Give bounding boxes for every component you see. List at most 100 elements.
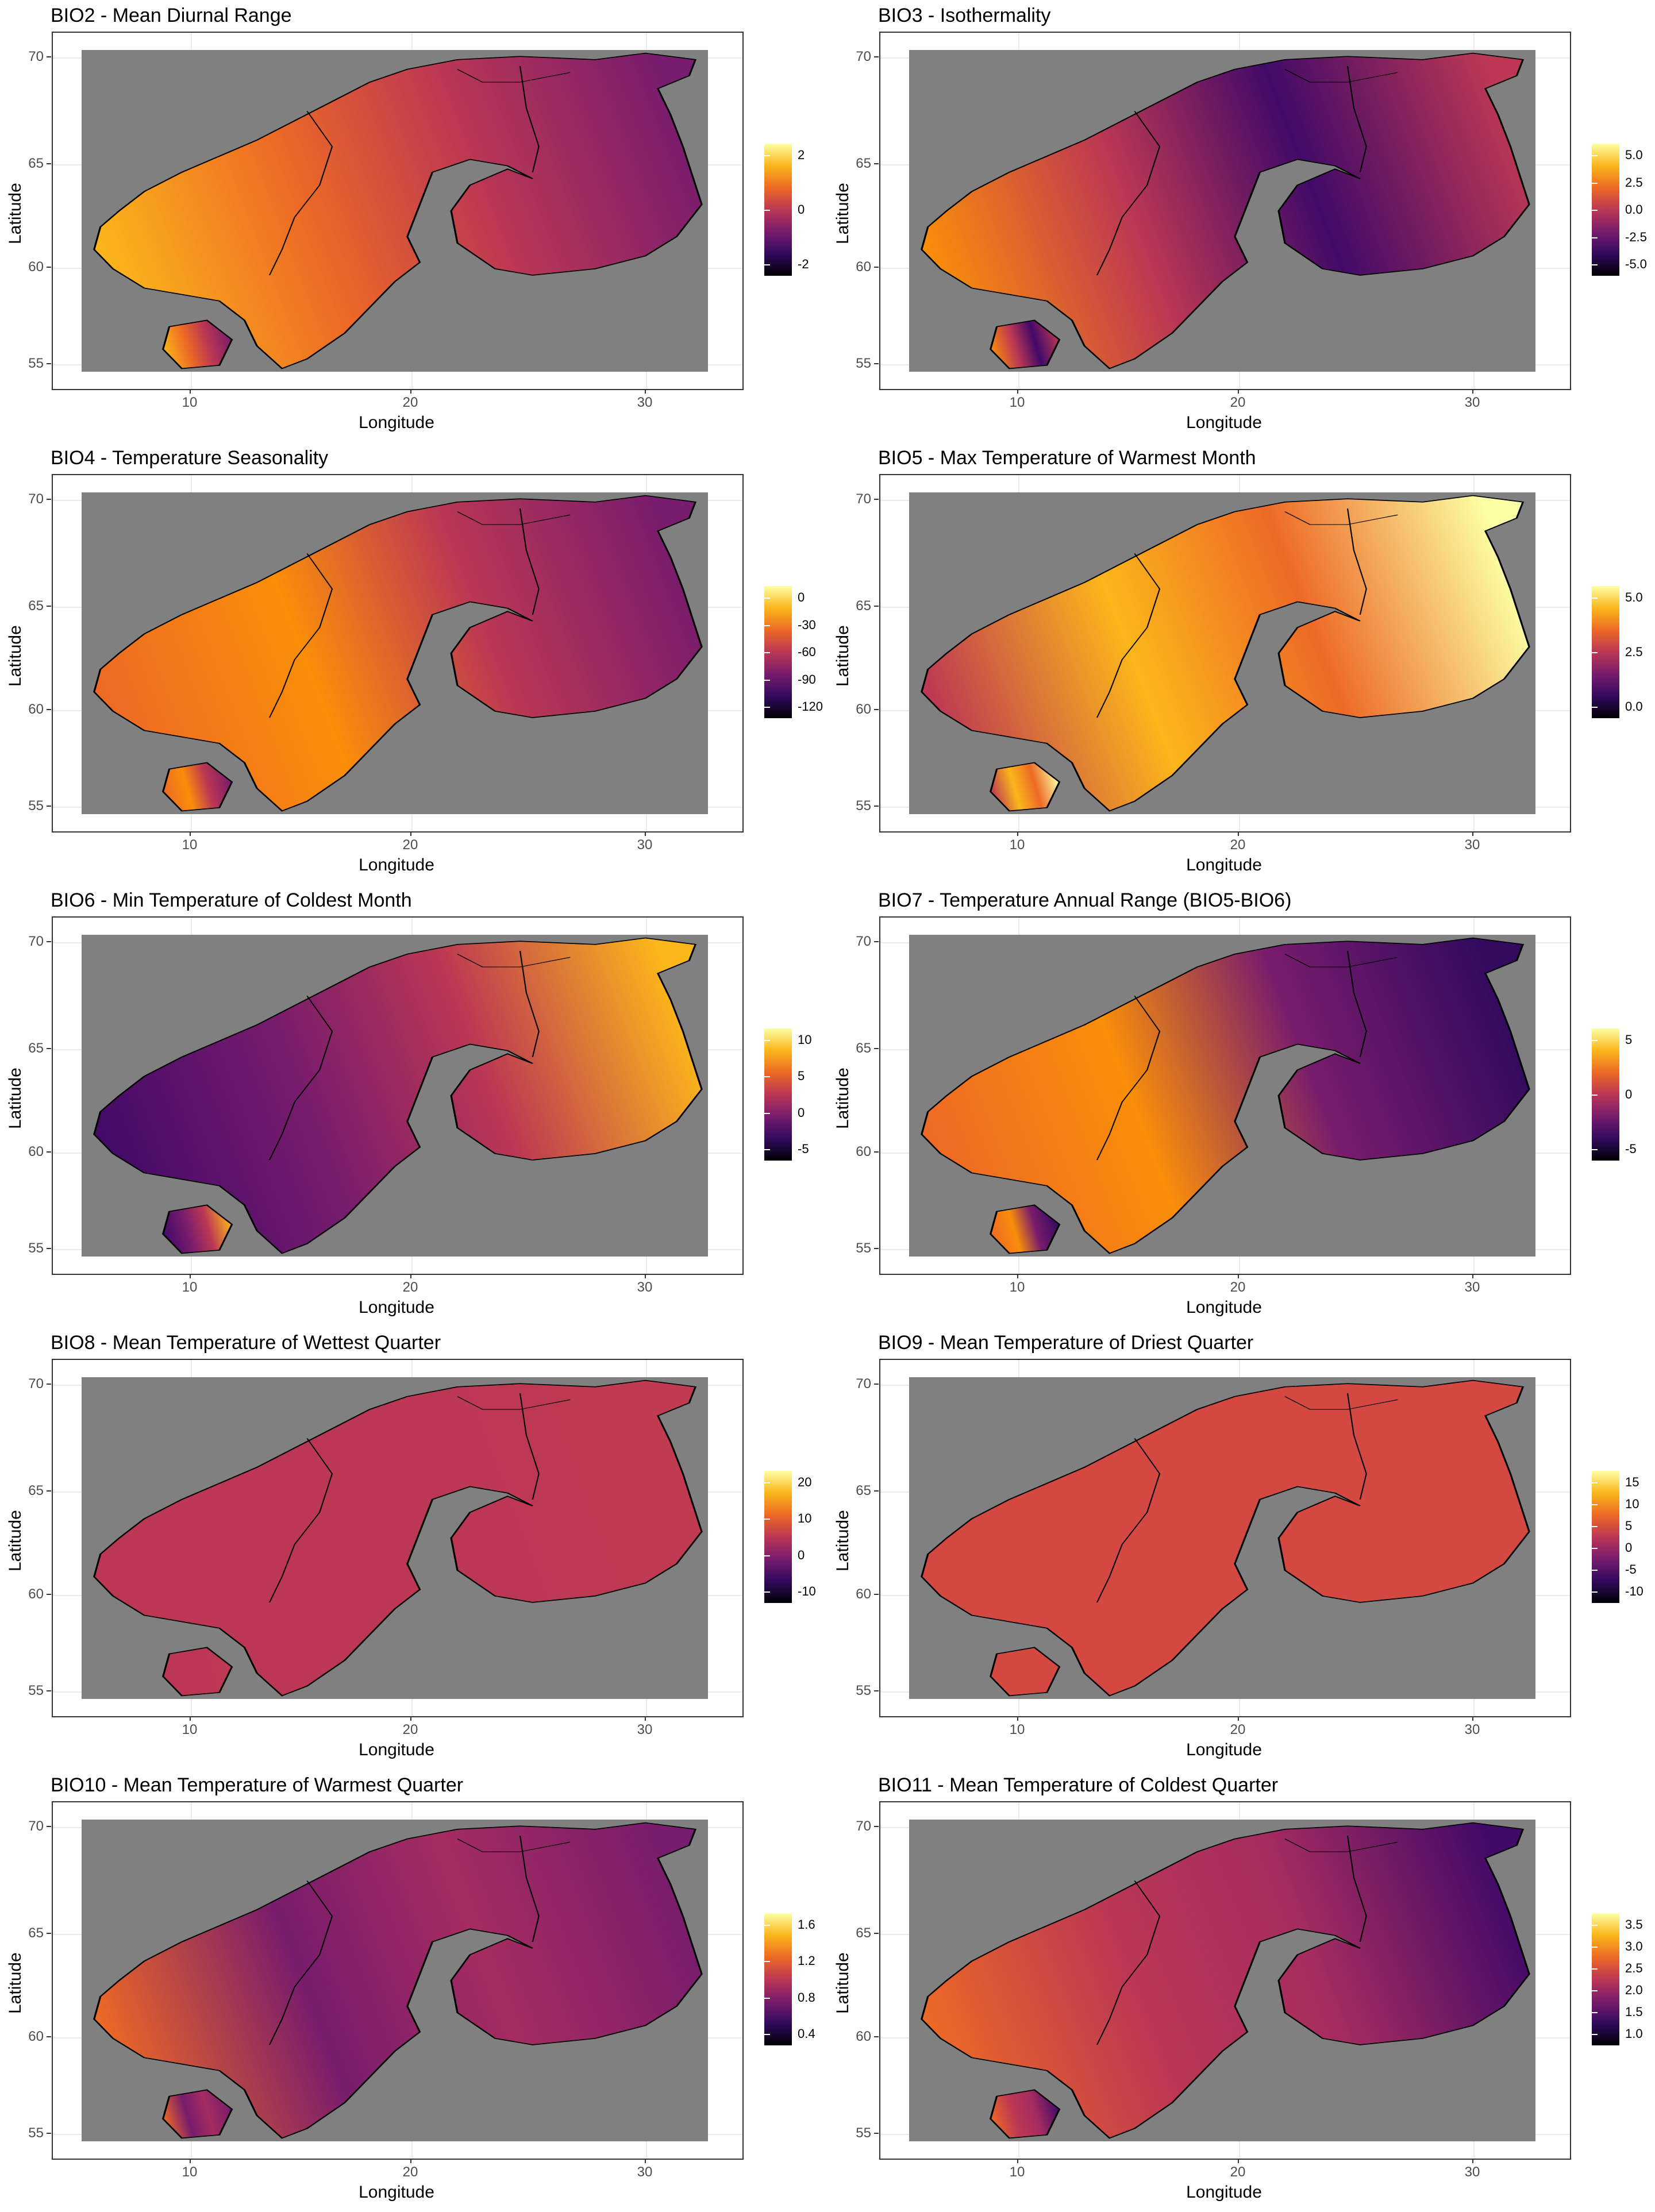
x-tick-mark [1017,1716,1018,1721]
panel-title: BIO4 - Temperature Seasonality [51,447,329,469]
legend-label: -90 [798,672,816,687]
x-axis-label: Longitude [1186,1740,1262,1759]
color-legend: 10 5 0 -5 [764,1028,845,1161]
y-tick-mark [874,805,879,807]
y-tick-label: 60 [28,1144,44,1160]
legend-tick [764,1519,770,1520]
plot-area [879,1359,1571,1717]
legend-tick [1592,264,1598,265]
x-tick-mark [1238,389,1239,394]
x-tick-mark [190,1716,191,1721]
x-tick-label: 10 [1009,395,1025,410]
legend-label: 5 [1625,1032,1633,1047]
y-axis-label: Latitude [833,1068,852,1129]
map-raster [82,1377,708,1699]
y-tick-label: 60 [28,702,44,718]
y-tick-label: 70 [28,1376,44,1392]
x-axis-label: Longitude [359,1298,434,1317]
map-panel-8: BIO9 - Mean Temperature of Driest Quarte… [828,1327,1655,1770]
legend-tick [764,1591,770,1593]
x-tick-label: 30 [637,837,653,853]
legend-label: 2.5 [1625,645,1643,659]
y-tick-label: 55 [28,2125,44,2141]
legend-label: 2.0 [1625,1983,1643,1997]
x-tick-mark [410,2159,411,2163]
legend-tick [764,1076,770,1078]
plot-area [879,474,1571,833]
x-tick-mark [645,1716,646,1721]
y-tick-mark [47,1594,51,1596]
y-tick-label: 70 [856,1818,871,1835]
legend-tick [764,1112,770,1114]
x-axis-label: Longitude [1186,2183,1262,2202]
y-axis-label: Latitude [6,1952,25,2014]
legend-label: 1.0 [1625,2026,1643,2041]
legend-label: 10 [798,1511,812,1526]
color-bar [764,1913,792,2045]
land-map [921,495,1530,812]
y-tick-mark [874,1826,879,1828]
land-map [921,937,1530,1254]
y-tick-mark [874,163,879,165]
legend-tick [764,155,770,156]
legend-tick [1592,1095,1598,1096]
y-tick-mark [874,499,879,500]
map-panel-7: BIO8 - Mean Temperature of Wettest Quart… [0,1327,828,1770]
legend-label: 0 [798,202,805,217]
y-tick-mark [47,499,51,500]
y-tick-mark [874,1690,879,1691]
land-map [921,1379,1530,1697]
legend-label: -5 [1625,1142,1637,1156]
legend-tick [764,264,770,265]
y-tick-label: 65 [856,1041,871,1057]
plot-area [879,916,1571,1275]
map-panel-2: BIO3 - Isothermality 70 65 60 55 10 20 30 Longit… [828,0,1655,442]
color-legend: 1.6 1.2 0.8 0.4 [764,1913,845,2045]
y-tick-label: 70 [856,934,871,950]
y-axis-label: Latitude [833,1510,852,1571]
y-tick-label: 55 [28,1240,44,1256]
panel-title: BIO8 - Mean Temperature of Wettest Quart… [51,1332,441,1354]
legend-label: -5 [1625,1562,1637,1577]
legend-label: 5 [798,1069,805,1084]
legend-tick [1592,155,1598,156]
y-tick-label: 60 [856,259,871,275]
map-panel-4: BIO5 - Max Temperature of Warmest Month 7… [828,442,1655,885]
map-panel-1: BIO2 - Mean Diurnal Range 70 65 60 55 10 20 30 L… [0,0,828,442]
panel-title: BIO11 - Mean Temperature of Coldest Quar… [878,1774,1279,1796]
y-tick-mark [47,1826,51,1828]
y-axis-label: Latitude [833,183,852,244]
y-tick-mark [47,1933,51,1934]
legend-tick [1592,1504,1598,1505]
y-tick-mark [874,606,879,607]
y-tick-mark [47,1247,51,1249]
color-legend: 5.0 2.5 0.0 [1592,586,1655,718]
y-tick-mark [47,941,51,943]
y-tick-label: 65 [28,1041,44,1057]
legend-tick [764,652,770,653]
map-raster [82,1820,708,2141]
x-tick-mark [645,1274,646,1278]
x-axis-label: Longitude [359,855,434,874]
legend-label: 0 [1625,1540,1633,1555]
land-map [93,937,703,1254]
land-map [921,52,1530,369]
map-panel-3: BIO4 - Temperature Seasonality 70 65 60 55 10… [0,442,828,885]
legend-label: -10 [798,1584,816,1598]
x-tick-label: 30 [637,1280,653,1295]
color-legend: 20 10 0 -10 [764,1471,845,1603]
y-tick-mark [47,1690,51,1691]
x-tick-label: 30 [1464,837,1480,853]
x-tick-mark [645,2159,646,2163]
y-tick-mark [47,1151,51,1153]
map-raster [909,50,1535,372]
x-axis-label: Longitude [359,2183,434,2202]
legend-label: -5 [798,1142,809,1156]
legend-label: 0.0 [1625,202,1643,217]
color-legend: 3.5 3.0 2.5 2.0 1.5 1.0 [1592,1913,1655,2045]
x-tick-mark [1472,389,1473,394]
y-tick-label: 60 [28,2029,44,2045]
y-axis-label: Latitude [6,1510,25,1571]
color-legend: 2 0 -2 [764,144,845,276]
color-bar [1592,1471,1619,1603]
